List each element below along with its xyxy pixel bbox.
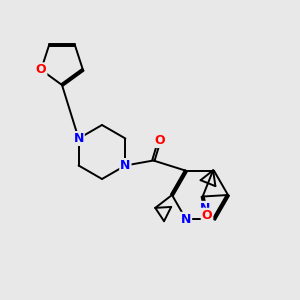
Text: N: N: [181, 213, 191, 226]
Text: N: N: [74, 132, 84, 145]
Text: O: O: [154, 134, 165, 147]
Text: N: N: [120, 159, 130, 172]
Text: N: N: [200, 202, 210, 215]
Text: O: O: [36, 63, 46, 76]
Text: O: O: [202, 209, 212, 222]
